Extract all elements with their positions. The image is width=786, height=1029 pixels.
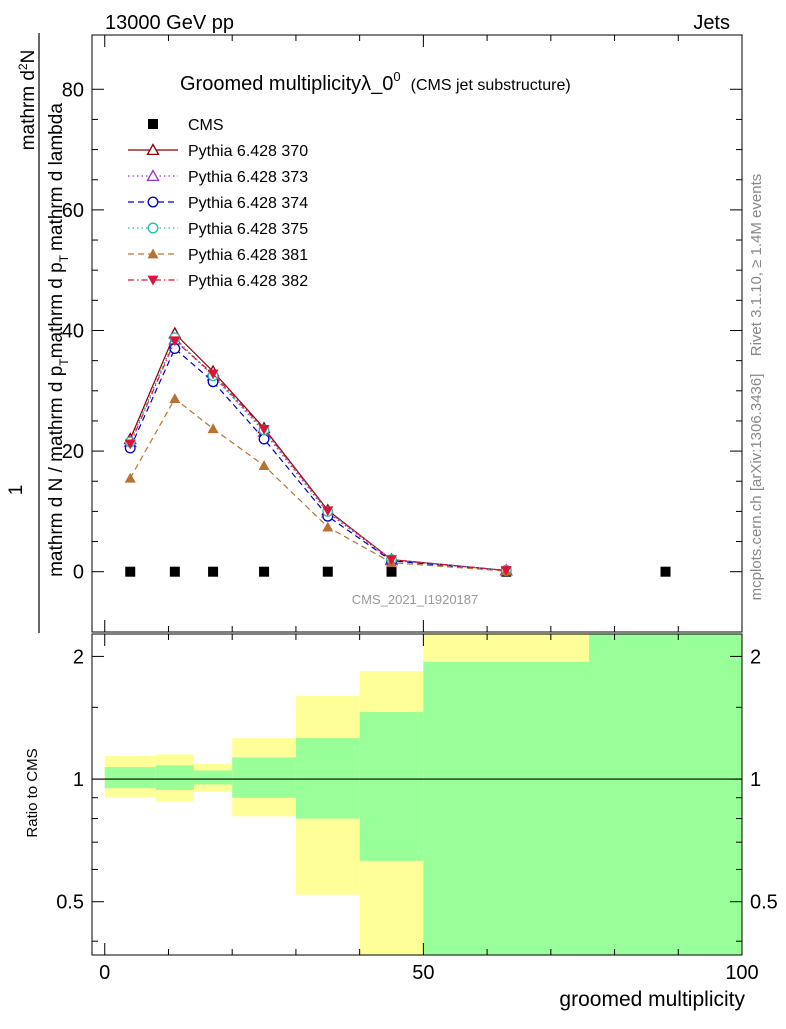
series-0-point-0 bbox=[125, 566, 136, 577]
series-5-point-3 bbox=[258, 460, 270, 470]
main-frame bbox=[91, 34, 743, 633]
legend-marker-2 bbox=[146, 169, 160, 182]
legend-entry-6: Pythia 6.428 382 bbox=[128, 273, 308, 290]
ylabel-numerator-one: 1 bbox=[6, 485, 27, 496]
legend-entry-2: Pythia 6.428 373 bbox=[128, 169, 308, 186]
main-ytick-label-1: 20 bbox=[62, 441, 84, 463]
legend-label-4: Pythia 6.428 375 bbox=[188, 221, 308, 238]
main-series-group bbox=[123, 326, 671, 577]
ratio-xtick-label-2: 100 bbox=[725, 962, 758, 984]
ratio-ytick-label-left-0: 0.5 bbox=[56, 892, 84, 914]
reference-label: CMS_2021_I1920187 bbox=[352, 592, 479, 607]
mcplots-label: mcplots.cern.ch [arXiv:1306.3436] bbox=[748, 374, 765, 601]
ratio-panel: 0.5 0.5 1 1 2 2 0 50 100 bbox=[56, 633, 778, 984]
legend-marker-1 bbox=[146, 143, 160, 156]
series-0-point-5 bbox=[386, 566, 397, 577]
series-6-point-6 bbox=[500, 566, 512, 576]
ratio-frame bbox=[91, 633, 743, 956]
legend-entry-3: Pythia 6.428 374 bbox=[128, 195, 308, 212]
ratio-xtick-label-0: 0 bbox=[99, 962, 110, 984]
legend-entry-4: Pythia 6.428 375 bbox=[128, 221, 308, 238]
ratio-band-green-0 bbox=[104, 767, 156, 789]
ratio-ytick-label-right-0: 0.5 bbox=[750, 892, 778, 914]
series-6-point-4 bbox=[322, 506, 334, 517]
legend-label-6: Pythia 6.428 382 bbox=[188, 273, 308, 290]
main-ytick-label-2: 40 bbox=[62, 320, 84, 342]
ratio-ytick-label-left-2: 2 bbox=[73, 646, 84, 668]
main-y-ticks: 0 20 40 60 80 bbox=[62, 35, 743, 632]
series-3-point-3 bbox=[258, 433, 270, 445]
legend-marker-3 bbox=[147, 196, 159, 208]
legend-marker-6 bbox=[147, 275, 159, 286]
ratio-band-green-2 bbox=[193, 770, 233, 785]
ratio-band-green-1 bbox=[155, 765, 194, 791]
main-ytick-label-0: 0 bbox=[73, 562, 84, 584]
legend-label-2: Pythia 6.428 373 bbox=[188, 169, 308, 186]
main-title: Groomed multiplicityλ_00(CMS jet substru… bbox=[180, 69, 571, 95]
ratio-ytick-label-right-2: 2 bbox=[750, 646, 761, 668]
main-ytick-label-4: 80 bbox=[62, 79, 84, 101]
ratio-band-green-6 bbox=[423, 661, 590, 955]
series-6 bbox=[124, 336, 512, 576]
legend-label-5: Pythia 6.428 381 bbox=[188, 247, 308, 264]
header-left: 13000 GeV pp bbox=[105, 12, 234, 34]
series-5-point-4 bbox=[322, 521, 334, 532]
rivet-label: Rivet 3.1.10, ≥ 1.4M events bbox=[748, 174, 765, 357]
ratio-xtick-label-1: 50 bbox=[412, 962, 434, 984]
series-0-point-7 bbox=[660, 566, 671, 577]
ratio-ytick-label-right-1: 1 bbox=[750, 769, 761, 791]
series-5-point-1 bbox=[169, 393, 181, 404]
ratio-band-green-4 bbox=[295, 738, 360, 819]
series-0-point-3 bbox=[259, 566, 270, 577]
legend-marker-4 bbox=[147, 222, 159, 234]
ylabel-denominator-text: mathrm d N / mathrm d pTmathrm d pTmathr… bbox=[46, 103, 71, 577]
legend-entry-0: CMS bbox=[148, 117, 224, 134]
series-0-point-1 bbox=[169, 566, 180, 577]
series-0-point-2 bbox=[208, 566, 219, 577]
ratio-band-green-5 bbox=[359, 712, 424, 861]
legend: CMS Pythia 6.428 370 Pythia 6.428 373 Pythi… bbox=[128, 117, 308, 290]
main-ytick-label-3: 60 bbox=[62, 200, 84, 222]
series-6-point-5 bbox=[386, 555, 398, 566]
x-axis-label: groomed multiplicity bbox=[559, 988, 745, 1011]
series-5-point-0 bbox=[124, 472, 136, 483]
series-6-point-0 bbox=[124, 439, 136, 450]
series-0-point-4 bbox=[322, 566, 333, 577]
legend-label-1: Pythia 6.428 370 bbox=[188, 143, 308, 160]
ratio-band-green-7 bbox=[589, 634, 742, 955]
series-6-point-3 bbox=[258, 424, 270, 435]
legend-entry-5: Pythia 6.428 381 bbox=[128, 247, 308, 264]
legend-label-3: Pythia 6.428 374 bbox=[188, 195, 308, 212]
ratio-ytick-label-left-1: 1 bbox=[73, 769, 84, 791]
legend-label-0: CMS bbox=[188, 117, 224, 134]
header-right: Jets bbox=[693, 12, 730, 34]
series-6-point-2 bbox=[207, 369, 219, 380]
main-y-label: 1 mathrm d2N mathrm d N / mathrm d pTmat… bbox=[6, 33, 71, 633]
ylabel-numerator-text: mathrm d2N bbox=[16, 50, 39, 151]
ratio-y-label: Ratio to CMS bbox=[24, 748, 41, 837]
legend-entry-1: Pythia 6.428 370 bbox=[128, 143, 308, 160]
main-panel: Groomed multiplicityλ_00(CMS jet substru… bbox=[62, 34, 743, 633]
legend-marker-5 bbox=[147, 248, 159, 259]
series-6-point-1 bbox=[169, 336, 181, 347]
ratio-band-green-3 bbox=[232, 757, 296, 798]
ratio-bands bbox=[104, 634, 742, 955]
legend-marker-0 bbox=[148, 119, 158, 129]
series-5-point-2 bbox=[207, 423, 219, 434]
main-frame-bg bbox=[92, 35, 742, 632]
